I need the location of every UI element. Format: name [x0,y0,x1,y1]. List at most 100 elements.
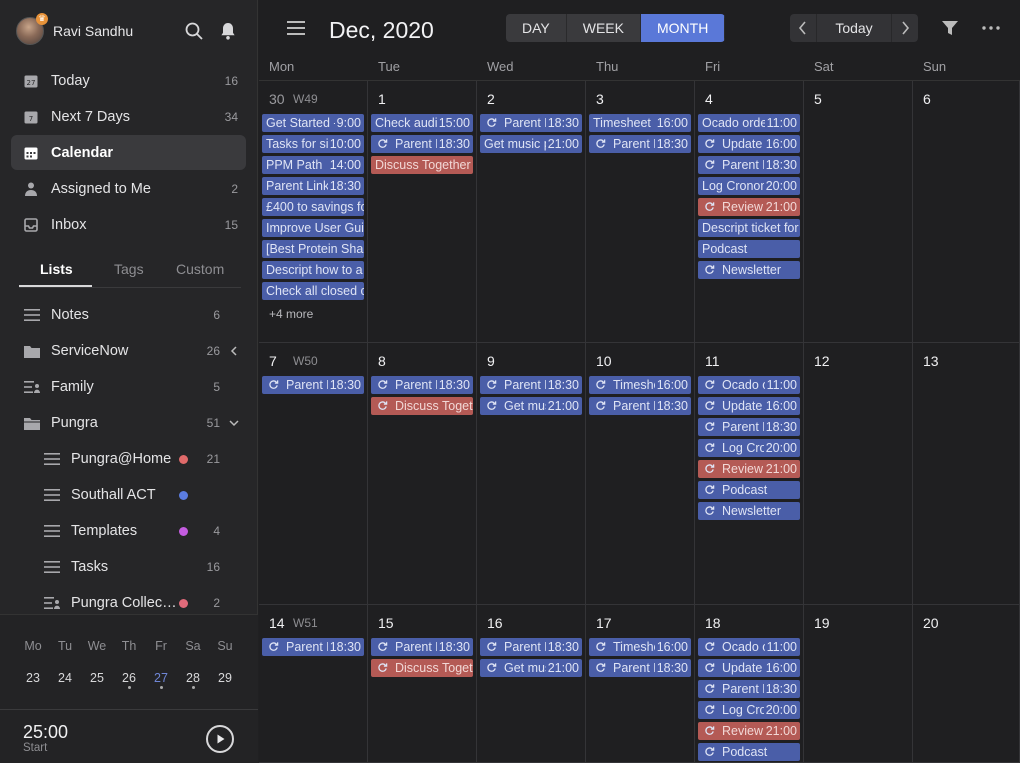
calendar-event[interactable]: Parent Li 18:30 [589,659,691,677]
day-cell[interactable]: 16 Parent Li 18:30 Get mus 21:00 [477,605,586,763]
calendar-event[interactable]: Update (16:00 [698,135,800,153]
mini-cal-day[interactable]: 27 [154,671,168,685]
calendar-event[interactable]: Get music p 21:00 [480,135,582,153]
list-item-pungra-collective[interactable]: Pungra Collective … 2 [11,586,246,620]
calendar-event[interactable]: Update (16:00 [698,397,800,415]
list-item-templates[interactable]: Templates 4 [11,514,246,548]
calendar-event[interactable]: Review p 21:00 [698,722,800,740]
mini-cal-day[interactable]: 24 [58,671,72,685]
calendar-event[interactable]: Timeshe 16:00 [589,638,691,656]
day-cell[interactable]: 13 [913,343,1020,605]
calendar-event[interactable]: Newsletter [698,261,800,279]
calendar-event[interactable]: Review p 21:00 [698,460,800,478]
chevron-left-icon[interactable] [228,345,240,357]
calendar-event[interactable]: Descript ticket for [698,219,800,237]
today-button[interactable]: Today [816,14,892,42]
day-cell[interactable]: 2 Parent Li 18:30 Get music p 21:00 [477,81,586,343]
day-cell[interactable]: 5 [804,81,913,343]
mini-cal-day[interactable]: 25 [90,671,104,685]
day-cell[interactable]: 3 Timesheet 16:00 Parent Li 18:30 [586,81,695,343]
prev-button[interactable] [790,14,816,42]
filter-icon[interactable] [941,19,959,37]
calendar-event[interactable]: Podcast [698,481,800,499]
view-day-button[interactable]: DAY [506,14,567,42]
calendar-event[interactable]: Ocado orde 11:00 [698,114,800,132]
view-week-button[interactable]: WEEK [566,14,641,42]
calendar-event[interactable]: Parent Li 18:30 [480,638,582,656]
calendar-event[interactable]: Discuss Togetl [371,397,473,415]
calendar-event[interactable]: Log Cronom 20:00 [698,177,800,195]
mini-cal-day[interactable]: 26 [122,671,136,685]
calendar-event[interactable]: Get mus 21:00 [480,397,582,415]
sidebar-item-inbox[interactable]: Inbox 15 [11,207,246,242]
sidebar-item-next-7-days[interactable]: 7 Next 7 Days 34 [11,99,246,134]
calendar-event[interactable]: Parent Li 18:30 [262,376,364,394]
calendar-event[interactable]: Tasks for sir 10:00 [262,135,364,153]
calendar-event[interactable]: Improve User Guid [262,219,364,237]
menu-icon[interactable] [287,20,305,36]
next-button[interactable] [892,14,918,42]
calendar-event[interactable]: Update (16:00 [698,659,800,677]
calendar-event[interactable]: Parent Li 18:30 [589,397,691,415]
day-cell[interactable]: 10 Timeshe 16:00 Parent Li 18:30 [586,343,695,605]
day-cell[interactable]: 12 [804,343,913,605]
day-cell[interactable]: 15 Parent Li 18:30 Discuss Togetl [368,605,477,763]
calendar-event[interactable]: Ocado o 11:00 [698,638,800,656]
more-events-link[interactable]: +4 more [269,307,314,321]
calendar-event[interactable]: Newsletter [698,502,800,520]
day-cell[interactable]: 20 [913,605,1020,763]
list-item-pungra-home[interactable]: Pungra@Home 21 [11,442,246,476]
calendar-event[interactable]: Parent Li 18:30 [371,376,473,394]
calendar-event[interactable]: Podcast [698,743,800,761]
calendar-event[interactable]: [Best Protein Shak [262,240,364,258]
day-cell[interactable]: 17 Timeshe 16:00 Parent Li 18:30 [586,605,695,763]
calendar-event[interactable]: £400 to savings fo [262,198,364,216]
avatar[interactable]: ♛ [16,13,48,45]
sidebar-item-today[interactable]: 27 Today 16 [11,63,246,98]
view-month-button[interactable]: MONTH [640,14,726,42]
calendar-event[interactable]: Parent Li 18:30 [371,638,473,656]
calendar-event[interactable]: Check audio 15:00 [371,114,473,132]
calendar-event[interactable]: Get mus 21:00 [480,659,582,677]
list-item-southall-act[interactable]: Southall ACT [11,478,246,512]
play-button[interactable] [206,725,234,753]
pomodoro-start-label[interactable]: Start [23,742,48,754]
day-cell[interactable]: 30 W49 Get Started -9:00 Tasks for sir 10:00… [259,81,368,343]
day-cell[interactable]: 7 W50 Parent Li 18:30 [259,343,368,605]
calendar-event[interactable]: PPM Path 14:00 [262,156,364,174]
calendar-event[interactable]: Discuss Together [371,156,473,174]
mini-cal-day[interactable]: 28 [186,671,200,685]
sidebar-item-assigned-to-me[interactable]: Assigned to Me 2 [11,171,246,206]
calendar-event[interactable]: Timeshe 16:00 [589,376,691,394]
list-item-tasks[interactable]: Tasks 16 [11,550,246,584]
day-cell[interactable]: 14 W51 Parent Li 18:30 [259,605,368,763]
tab-lists[interactable]: Lists [40,261,73,277]
day-cell[interactable]: 4 Ocado orde 11:00 Update (16:00 Parent Li 18… [695,81,804,343]
calendar-event[interactable]: Parent Li 18:30 [262,638,364,656]
sidebar-item-calendar[interactable]: Calendar [11,135,246,170]
mini-cal-day[interactable]: 23 [26,671,40,685]
calendar-event[interactable]: Check all closed c [262,282,364,300]
bell-icon[interactable] [218,21,238,41]
day-cell[interactable]: 11 Ocado o 11:00 Update (16:00 Parent Li 18:3… [695,343,804,605]
profile-row[interactable]: ♛ Ravi Sandhu [16,13,242,48]
calendar-event[interactable]: Parent Li 18:30 [698,418,800,436]
calendar-event[interactable]: Parent Li 18:30 [698,156,800,174]
calendar-event[interactable]: Review p 21:00 [698,198,800,216]
calendar-event[interactable]: Parent Li 18:30 [698,680,800,698]
day-cell[interactable]: 1 Check audio 15:00 Parent Li 18:30 Discuss T… [368,81,477,343]
calendar-event[interactable]: Timesheet 16:00 [589,114,691,132]
list-item-pungra[interactable]: Pungra 51 [11,406,246,440]
calendar-event[interactable]: Parent Li 18:30 [589,135,691,153]
calendar-event[interactable]: Podcast [698,240,800,258]
list-item-notes[interactable]: Notes 6 [11,298,246,332]
calendar-event[interactable]: Discuss Togetl [371,659,473,677]
list-item-servicenow[interactable]: ServiceNow 26 [11,334,246,368]
day-cell[interactable]: 18 Ocado o 11:00 Update (16:00 Parent Li 18:3… [695,605,804,763]
chevron-down-icon[interactable] [228,417,240,429]
calendar-event[interactable]: Get Started -9:00 [262,114,364,132]
calendar-event[interactable]: Ocado o 11:00 [698,376,800,394]
calendar-event[interactable]: Descript how to a [262,261,364,279]
day-cell[interactable]: 9 Parent Li 18:30 Get mus 21:00 [477,343,586,605]
tab-custom[interactable]: Custom [176,261,225,277]
